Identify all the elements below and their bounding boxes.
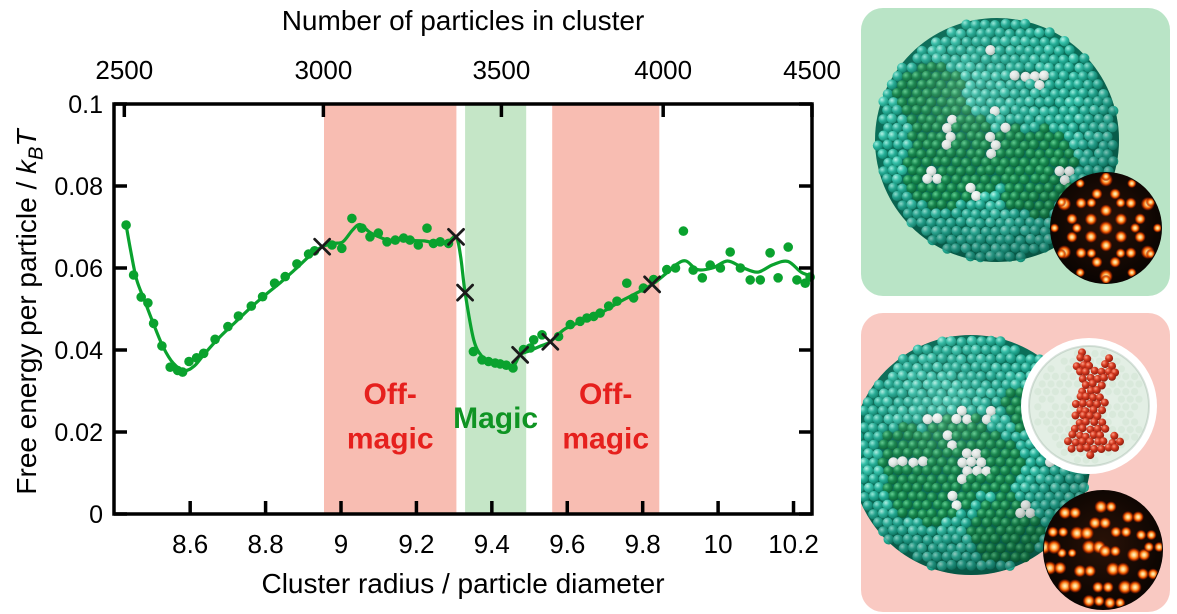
tick-label: 0.06 <box>54 255 103 283</box>
diffraction-pattern <box>1050 172 1162 284</box>
tick-label: 0 <box>89 501 103 529</box>
data-points <box>121 213 815 377</box>
defect-blob-inset <box>1021 338 1157 474</box>
y-axis-title-text: Free energy per particle / <box>11 173 42 495</box>
tick-label: 0.1 <box>68 91 103 119</box>
tick-label: 9.6 <box>549 529 585 559</box>
band-label: magic <box>347 423 434 456</box>
tick-label: 0.08 <box>54 173 103 201</box>
tick-label: 9.8 <box>625 529 661 559</box>
band-label: Off- <box>579 378 632 411</box>
band-label: Off- <box>364 378 417 411</box>
chart-canvas: Off-magicMagicOff-magic00.020.040.060.08… <box>54 55 841 559</box>
shaded-band-magic: Magic <box>453 104 538 514</box>
off-magic-cluster-art <box>861 335 1163 610</box>
diffraction-pattern <box>1043 490 1163 610</box>
tick-label: 4500 <box>783 55 841 85</box>
tick-label: 9.4 <box>474 529 510 559</box>
tick-label: 8.6 <box>172 529 208 559</box>
tick-label: 3500 <box>472 55 530 85</box>
tick-label: 10 <box>704 529 733 559</box>
shaded-band-off-magic-1: Off-magic <box>324 104 457 514</box>
tick-label: 8.8 <box>248 529 284 559</box>
tick-label: 9 <box>334 529 348 559</box>
band-label: Magic <box>453 402 538 435</box>
y-axis-title: Free energy per particle / kBT <box>11 32 48 592</box>
magic-cluster-art <box>872 18 1162 284</box>
bottom-axis-title: Cluster radius / particle diameter <box>261 568 665 599</box>
axis-ticks <box>114 102 814 516</box>
top-axis-title: Number of particles in cluster <box>281 5 645 36</box>
tick-label: 10.2 <box>768 529 819 559</box>
tick-label: 0.04 <box>54 337 103 365</box>
kB-symbol: kB <box>11 146 48 174</box>
tick-label: 4000 <box>634 55 692 85</box>
magic-cluster-panel <box>861 8 1170 296</box>
off-magic-cluster-panel <box>861 313 1170 612</box>
tick-label: 0.02 <box>54 419 103 447</box>
plot-frame <box>112 102 814 516</box>
tick-label: 9.2 <box>398 529 434 559</box>
cross-markers <box>313 227 662 364</box>
tick-label: 2500 <box>95 55 153 85</box>
band-label: magic <box>562 423 649 456</box>
tick-label: 3000 <box>294 55 352 85</box>
T-symbol: T <box>11 129 42 147</box>
